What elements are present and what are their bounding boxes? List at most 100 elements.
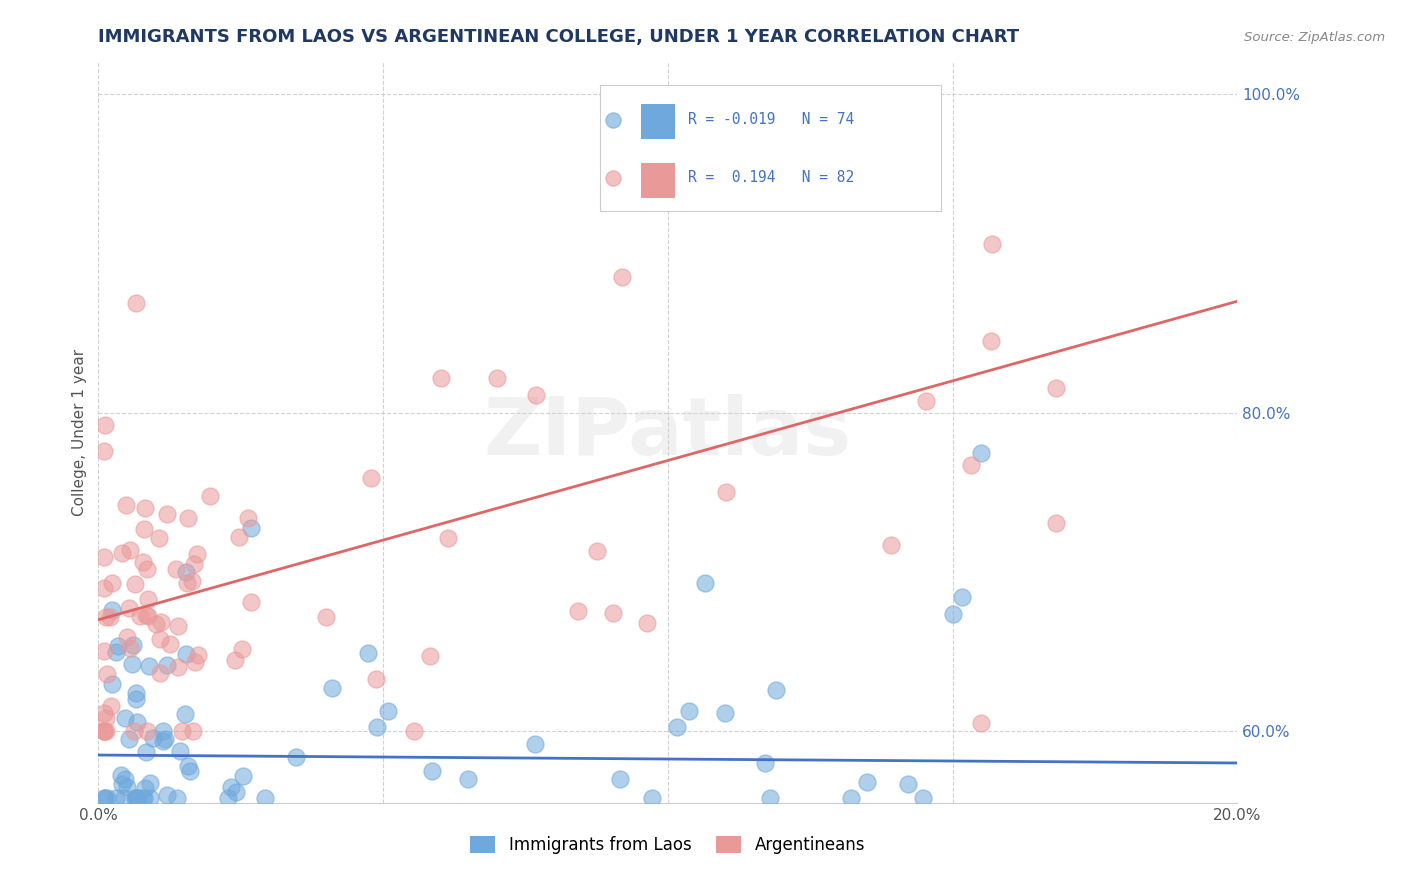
Point bbox=[112, 791, 135, 805]
Point bbox=[240, 520, 263, 534]
Point bbox=[641, 791, 664, 805]
Point bbox=[524, 738, 547, 752]
Point bbox=[166, 619, 188, 633]
Point bbox=[897, 777, 920, 791]
Point bbox=[135, 608, 157, 623]
Point bbox=[713, 706, 735, 721]
Point bbox=[134, 781, 156, 796]
Point bbox=[93, 444, 115, 458]
Point bbox=[759, 791, 782, 805]
Point bbox=[107, 639, 129, 653]
Point bbox=[96, 667, 118, 681]
Point bbox=[114, 711, 136, 725]
Point bbox=[678, 704, 700, 718]
Point bbox=[321, 681, 343, 696]
Point bbox=[111, 546, 134, 560]
Text: Source: ZipAtlas.com: Source: ZipAtlas.com bbox=[1244, 31, 1385, 45]
Point bbox=[101, 602, 124, 616]
Point bbox=[139, 791, 162, 805]
Point bbox=[115, 780, 138, 794]
Point bbox=[217, 791, 239, 805]
Point bbox=[142, 731, 165, 745]
Point bbox=[156, 507, 179, 521]
Point bbox=[176, 576, 198, 591]
Point bbox=[236, 511, 259, 525]
Point bbox=[149, 632, 172, 646]
Point bbox=[124, 724, 146, 739]
Y-axis label: College, Under 1 year: College, Under 1 year bbox=[72, 349, 87, 516]
Point bbox=[693, 576, 716, 591]
Point bbox=[100, 575, 122, 590]
Point bbox=[136, 608, 159, 623]
Point bbox=[181, 574, 204, 588]
Point bbox=[187, 648, 209, 662]
Point bbox=[232, 769, 254, 783]
Point bbox=[114, 772, 136, 786]
Point bbox=[111, 777, 134, 791]
Point bbox=[93, 706, 115, 720]
Point bbox=[165, 562, 187, 576]
Point bbox=[125, 791, 148, 805]
Point bbox=[132, 522, 155, 536]
Point bbox=[150, 615, 173, 630]
Point bbox=[419, 649, 441, 664]
Point bbox=[132, 555, 155, 569]
Point bbox=[132, 791, 155, 805]
Point bbox=[665, 720, 688, 734]
Point bbox=[110, 768, 132, 782]
Point bbox=[183, 724, 205, 739]
Point bbox=[914, 393, 936, 408]
Point bbox=[117, 630, 139, 644]
Point bbox=[364, 672, 387, 686]
Point bbox=[602, 606, 624, 620]
Point bbox=[96, 791, 118, 805]
Point bbox=[135, 745, 157, 759]
Point bbox=[1045, 516, 1067, 530]
Point bbox=[93, 724, 115, 739]
Point bbox=[174, 706, 197, 721]
Point bbox=[609, 772, 631, 786]
Point bbox=[117, 601, 139, 615]
Point bbox=[132, 791, 155, 805]
Point bbox=[96, 610, 118, 624]
Point bbox=[93, 724, 115, 739]
Point bbox=[136, 561, 159, 575]
Point bbox=[98, 610, 121, 624]
Point bbox=[636, 616, 658, 631]
Point bbox=[100, 698, 122, 713]
Point bbox=[93, 724, 115, 739]
Point bbox=[377, 704, 399, 718]
Point bbox=[524, 388, 547, 402]
Point bbox=[118, 732, 141, 747]
Point bbox=[94, 791, 117, 805]
Point bbox=[127, 791, 149, 805]
Point bbox=[127, 791, 149, 805]
Point bbox=[856, 775, 879, 789]
Point bbox=[950, 590, 973, 604]
Point bbox=[360, 471, 382, 485]
Point bbox=[118, 542, 141, 557]
Point bbox=[184, 655, 207, 669]
Point bbox=[186, 547, 208, 561]
Point bbox=[122, 638, 145, 652]
Point bbox=[179, 764, 201, 778]
Point bbox=[124, 791, 146, 805]
Point bbox=[155, 657, 177, 672]
Point bbox=[105, 791, 128, 805]
Point bbox=[586, 544, 609, 558]
Point bbox=[118, 641, 141, 656]
Point bbox=[105, 645, 128, 659]
Point bbox=[166, 659, 188, 673]
Text: IMMIGRANTS FROM LAOS VS ARGENTINEAN COLLEGE, UNDER 1 YEAR CORRELATION CHART: IMMIGRANTS FROM LAOS VS ARGENTINEAN COLL… bbox=[98, 28, 1019, 45]
Point bbox=[125, 296, 148, 310]
Point bbox=[430, 371, 453, 385]
Point bbox=[152, 723, 174, 738]
Point bbox=[240, 595, 263, 609]
Point bbox=[315, 609, 337, 624]
Point bbox=[124, 576, 146, 591]
Point bbox=[284, 750, 307, 764]
Point bbox=[422, 764, 444, 778]
Point bbox=[981, 236, 1004, 251]
Point bbox=[93, 644, 115, 658]
Point bbox=[219, 780, 242, 794]
